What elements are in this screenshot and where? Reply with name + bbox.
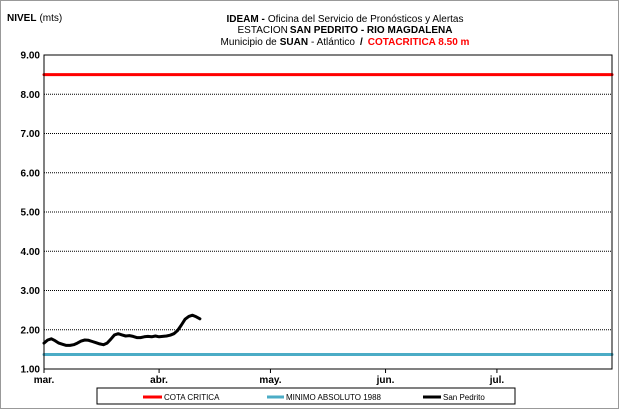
chart-title-line1: IDEAM - Oficina del Servicio de Pronóstic… <box>227 14 464 25</box>
x-tick-label: mar. <box>34 375 55 386</box>
y-tick-label: 3.00 <box>21 286 41 297</box>
title-agency: IDEAM - <box>227 14 265 25</box>
y-tick-labels: 9.00 8.00 7.00 6.00 5.00 4.00 3.00 2.00 1.00 <box>21 51 41 376</box>
title-office: Oficina del Servicio de Pronósticos y Al… <box>268 14 464 25</box>
chart-title-line3: Municipio de SUAN - Atlántico / COTACRITICA … <box>221 37 470 48</box>
y-tick-label: 9.00 <box>21 51 41 62</box>
title-municipality-name: SUAN <box>280 37 308 48</box>
y-axis-label-unit: (mts) <box>39 13 62 24</box>
x-tick-label: abr. <box>150 375 168 386</box>
x-tick-label: jul. <box>489 375 505 386</box>
chart-title-line2: ESTACION SAN PEDRITO - RIO MAGDALENA <box>238 25 453 36</box>
title-critical-level: COTACRITICA 8.50 m <box>368 37 470 48</box>
legend-label-minimo: MINIMO ABSOLUTO 1988 <box>286 393 382 402</box>
legend: COTA CRITICA MINIMO ABSOLUTO 1988 San Pe… <box>96 387 516 405</box>
title-separator: / <box>360 37 363 48</box>
gridlines <box>44 93 612 331</box>
x-tick-label: may. <box>259 375 281 386</box>
plot-area-border <box>43 54 613 370</box>
legend-box <box>96 387 516 405</box>
y-tick-label: 5.00 <box>21 208 41 219</box>
y-tick-label: 7.00 <box>21 129 41 140</box>
legend-label-san-pedrito: San Pedrito <box>443 393 485 402</box>
series-line-san-pedrito <box>42 313 202 347</box>
x-tick-labels: mar. abr. may. jun. jul. <box>34 375 505 386</box>
y-tick-label: 6.00 <box>21 168 41 179</box>
legend-label-cota-critica: COTA CRITICA <box>164 393 220 402</box>
y-tick-label: 8.00 <box>21 90 41 101</box>
title-station-name: SAN PEDRITO - RIO MAGDALENA <box>290 25 453 36</box>
title-department: - Atlántico <box>311 37 355 48</box>
x-tick-label: jun. <box>376 375 395 386</box>
y-axis-label-bold: NIVEL <box>7 13 36 24</box>
y-tick-label: 4.00 <box>21 247 41 258</box>
y-tick-label: 2.00 <box>21 325 41 336</box>
series-lines <box>42 73 614 356</box>
y-tick-label: 1.00 <box>21 365 41 376</box>
title-municipality-prefix: Municipio de <box>221 37 278 48</box>
title-station-prefix: ESTACION <box>238 25 288 36</box>
x-tick-marks <box>43 369 498 373</box>
y-axis-label: NIVEL (mts) <box>7 13 62 24</box>
